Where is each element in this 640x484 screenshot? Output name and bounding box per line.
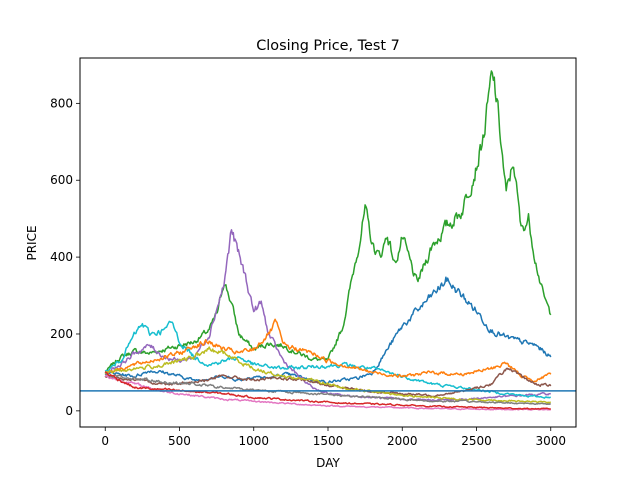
- x-tick-label: 500: [168, 434, 191, 448]
- y-axis: 0 200 400 600 800: [50, 96, 80, 418]
- series-layer: [104, 70, 552, 411]
- x-tick-label: 2500: [461, 434, 492, 448]
- y-tick-label: 800: [50, 96, 73, 110]
- x-axis: 0 500 1000 1500 2000 2500 3000: [101, 427, 566, 448]
- x-tick-label: 3000: [535, 434, 566, 448]
- y-tick-label: 0: [65, 404, 73, 418]
- y-tick-label: 400: [50, 250, 73, 264]
- series-line-7: [104, 346, 551, 404]
- series-line-8: [104, 373, 551, 406]
- x-tick-label: 1500: [313, 434, 344, 448]
- x-tick-label: 1000: [238, 434, 269, 448]
- y-tick-label: 600: [50, 173, 73, 187]
- chart-title: Closing Price, Test 7: [256, 38, 400, 54]
- series-line-5: [104, 318, 552, 383]
- x-axis-label: DAY: [316, 456, 340, 470]
- x-tick-label: 0: [101, 434, 109, 448]
- y-axis-label: PRICE: [25, 225, 39, 260]
- y-tick-label: 200: [50, 327, 73, 341]
- series-line-9: [104, 374, 551, 411]
- x-tick-label: 2000: [387, 434, 418, 448]
